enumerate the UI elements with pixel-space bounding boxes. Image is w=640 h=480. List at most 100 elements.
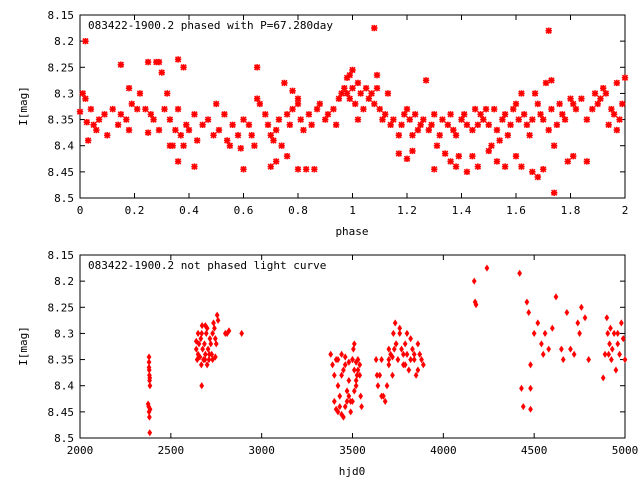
phased-data-point [226,142,234,149]
phased-data-point [403,155,411,162]
phased-data-point [414,126,422,134]
phased-data-point [240,166,247,173]
phased-data-points [76,24,629,196]
phased-data-point [480,116,487,123]
phased-x-tick-label: 0.6 [234,204,254,217]
unphased-data-point [609,356,614,364]
phased-data-point [316,100,323,108]
phased-data-point [550,189,558,196]
phased-data-point [352,100,359,108]
phased-data-point [523,121,531,128]
unphased-data-point [337,392,343,400]
unphased-data-point [568,345,573,353]
unphased-data-point [384,382,390,390]
unphased-data-point [413,371,419,379]
unphased-data-point [358,392,364,400]
unphased-data-point [604,314,610,322]
unphased-data-point [205,345,211,353]
phased-data-point [114,121,122,128]
unphased-data-point [195,329,201,337]
unphased-data-point [609,345,615,353]
unphased-data-point [337,403,343,411]
phased-data-point [237,145,244,152]
unphased-data-point [147,413,152,421]
phased-data-point [294,166,302,173]
unphased-data-point [391,345,397,353]
unphased-data-point [517,269,522,277]
phased-data-point [485,147,492,155]
phased-data-point [101,111,108,118]
phased-data-point [382,111,389,118]
unphased-data-point [208,340,214,348]
unphased-data-point [331,397,337,405]
phased-data-point [286,121,294,128]
phased-y-axis-label: I[mag] [17,86,30,126]
phased-data-point [338,90,345,97]
unphased-data-point [620,335,626,343]
phased-data-point [570,152,577,160]
phased-data-point [180,64,187,71]
phased-data-point [515,116,522,123]
unphased-data-point [351,387,357,395]
unphased-data-point [202,356,208,364]
unphased-data-point [471,277,477,285]
unphased-data-point [212,335,218,343]
phased-data-point [512,152,520,160]
phased-data-point [253,95,261,102]
unphased-data-point [198,361,204,369]
phased-data-point [283,111,291,118]
unphased-data-point [411,356,417,364]
unphased-data-point [198,335,204,343]
unphased-data-point [353,382,359,390]
unphased-data-point [528,384,533,392]
phased-data-point [234,132,242,139]
unphased-data-point [355,366,361,374]
phased-data-point [504,132,512,139]
unphased-data-point [613,366,619,374]
phased-data-point [346,71,353,79]
phased-data-point [409,147,416,155]
unphased-y-tick-label: 8.3 [54,327,74,340]
phased-data-point [469,152,476,160]
unphased-data-point [605,329,611,337]
unphased-data-point [335,356,341,364]
phased-data-point [556,100,563,108]
phased-data-point [441,150,449,157]
phased-data-point [428,121,435,128]
unphased-data-point [199,322,205,330]
phased-data-point [398,121,405,128]
unphased-data-point [199,382,205,390]
phased-data-point [578,95,585,102]
unphased-data-point [206,350,212,358]
phased-data-point [161,105,168,113]
phased-chart-title: 083422-1900.2 phased with P=67.280day [88,19,333,32]
unphased-x-tick-label: 5000 [612,444,639,457]
phased-data-point [82,95,89,102]
phased-data-point [125,85,133,92]
phased-data-point [471,105,479,113]
unphased-data-point [539,340,544,348]
unphased-data-point [204,361,210,369]
phased-data-point [253,64,261,71]
phased-data-point [518,90,525,97]
unphased-data-point [410,345,415,353]
unphased-data-point [606,350,612,358]
unphased-data-point [600,374,606,382]
phased-data-point [125,126,133,134]
unphased-data-point [619,319,624,327]
unphased-data-point [564,308,570,317]
phased-data-point [229,121,236,128]
phased-data-point [273,158,280,165]
unphased-data-point [202,340,207,348]
phased-y-tick-label: 8.15 [48,9,75,22]
phased-data-point [210,132,217,139]
phased-data-point [300,126,307,134]
phased-x-tick-label: 0.4 [179,204,199,217]
unphased-data-point [346,358,352,366]
phased-data-point [493,158,501,165]
phased-data-point [537,111,544,118]
phased-data-point [221,111,228,118]
phased-data-point [463,121,471,128]
phased-data-point [545,27,552,34]
phased-data-point [84,137,92,144]
